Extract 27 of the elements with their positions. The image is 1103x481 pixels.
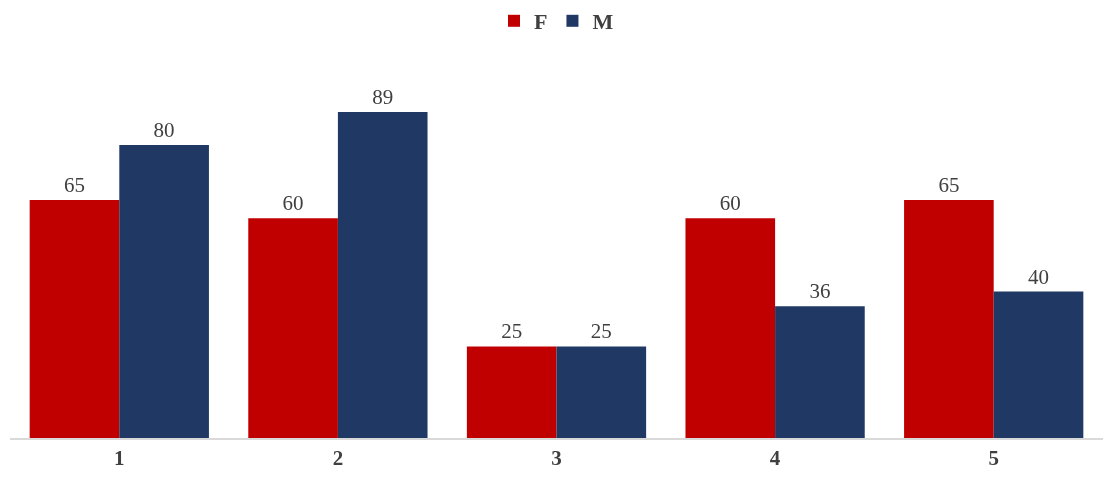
data-label: 60 bbox=[719, 191, 741, 216]
legend-label: F bbox=[534, 9, 548, 35]
data-label: 40 bbox=[1028, 264, 1050, 289]
data-label: 89 bbox=[372, 85, 394, 110]
data-label: 80 bbox=[153, 118, 175, 143]
data-label: 60 bbox=[282, 191, 304, 216]
bar bbox=[466, 346, 557, 438]
legend-label: M bbox=[592, 9, 614, 35]
data-label: 65 bbox=[63, 172, 85, 197]
data-label: 65 bbox=[938, 172, 960, 197]
x-tick-label: 1 bbox=[114, 446, 125, 471]
bar bbox=[775, 306, 865, 438]
data-label: 25 bbox=[590, 319, 612, 344]
data-label: 25 bbox=[501, 319, 523, 344]
bar bbox=[248, 218, 338, 438]
x-tick-label: 5 bbox=[988, 446, 999, 471]
x-tick-label: 4 bbox=[769, 446, 781, 471]
x-tick-label: 2 bbox=[332, 446, 344, 471]
data-label: 36 bbox=[809, 279, 831, 304]
bar bbox=[556, 346, 647, 438]
x-tick-label: 3 bbox=[551, 446, 562, 471]
bar bbox=[119, 145, 209, 438]
bar bbox=[29, 199, 120, 438]
bar bbox=[337, 112, 428, 438]
bar bbox=[904, 199, 994, 438]
bar bbox=[993, 291, 1084, 438]
bar bbox=[685, 218, 776, 438]
